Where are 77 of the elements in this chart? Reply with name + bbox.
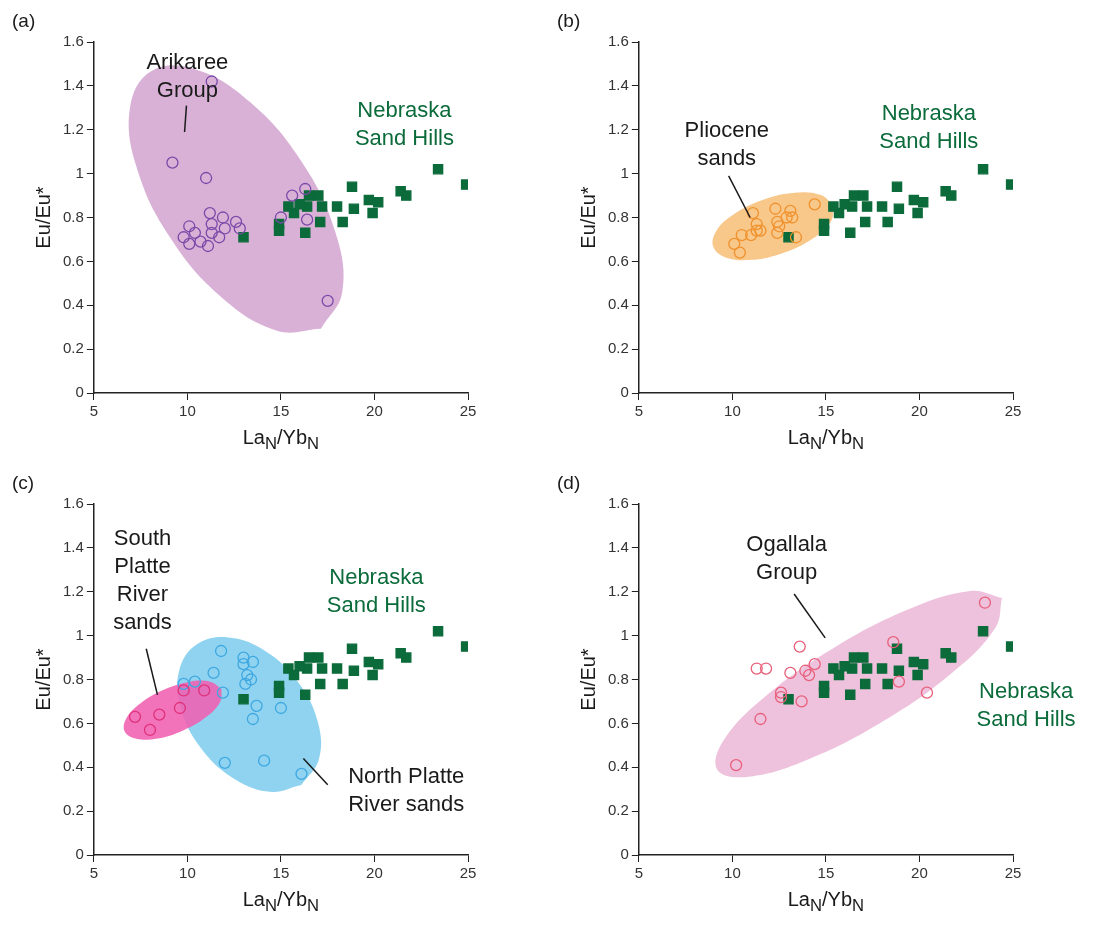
y-tick-label: 1.6 (607, 494, 629, 512)
x-tick-label: 5 (89, 864, 99, 882)
y-axis-title: Eu/Eu* (576, 186, 599, 249)
series-label: Nebraska Sand Hills (976, 677, 1076, 731)
y-tick-label: 0.4 (62, 295, 84, 313)
y-tick-label: 0.2 (607, 801, 629, 819)
chart-title: (d) (557, 472, 581, 494)
x-tick-label: 15 (817, 864, 835, 882)
y-tick-label: 1.2 (607, 581, 629, 599)
x-axis-title: La$_{N}$/Yb$_{N}$ (786, 426, 866, 454)
chart-title: (c) (12, 472, 35, 494)
x-tick-label: 25 (1004, 864, 1022, 882)
y-tick-label: 0.8 (62, 207, 84, 225)
y-tick-label: 0.2 (62, 339, 84, 357)
y-tick-label: 0 (75, 845, 84, 863)
x-tick-label: 10 (179, 864, 196, 882)
x-axis-title: La$_{N}$/Yb$_{N}$ (241, 888, 321, 916)
y-tick-label: 0.6 (62, 251, 84, 269)
x-tick-label: 25 (459, 402, 477, 420)
series-label: Nebraska Sand Hills (354, 97, 454, 151)
y-tick-label: 1.2 (62, 581, 84, 599)
x-tick-label: 25 (1004, 402, 1022, 420)
y-tick-label: 1.6 (607, 32, 629, 50)
y-axis-title: Eu/Eu* (31, 648, 54, 711)
y-tick-label: 0 (75, 383, 84, 401)
y-tick-label: 1.4 (62, 538, 84, 556)
x-tick-label: 25 (459, 864, 477, 882)
series-label: Nebraska Sand Hills (879, 99, 979, 153)
y-axis-title: Eu/Eu* (576, 648, 599, 711)
y-tick-label: 0.4 (607, 295, 629, 313)
x-tick-label: 20 (366, 864, 383, 882)
x-tick-label: 5 (634, 402, 644, 420)
y-tick-label: 0.2 (62, 801, 84, 819)
y-tick-label: 1.2 (607, 119, 629, 137)
y-tick-label: 1 (75, 163, 84, 181)
text: South Platte River sands (113, 524, 172, 634)
y-tick-label: 1.6 (62, 494, 84, 512)
x-tick-label: 20 (911, 402, 928, 420)
x-tick-label: 20 (911, 864, 928, 882)
y-tick-label: 1.6 (62, 32, 84, 50)
y-tick-label: 1.4 (607, 538, 629, 556)
y-tick-label: 1 (620, 625, 629, 643)
x-tick-label: 10 (179, 402, 196, 420)
y-tick-label: 1 (75, 625, 84, 643)
x-tick-label: 5 (89, 402, 99, 420)
y-tick-label: 1.4 (62, 76, 84, 94)
y-tick-label: 0.8 (62, 669, 84, 687)
y-tick-label: 0 (620, 383, 629, 401)
y-tick-label: 1.2 (62, 119, 84, 137)
x-tick-label: 5 (634, 864, 644, 882)
chart-title: (a) (12, 10, 36, 32)
y-tick-label: 0.6 (607, 713, 629, 731)
x-tick-label: 20 (366, 402, 383, 420)
y-tick-label: 1 (620, 163, 629, 181)
series-label: Arikaree Group (146, 49, 229, 103)
y-tick-label: 1.4 (607, 76, 629, 94)
x-axis-title: La$_{N}$/Yb$_{N}$ (786, 888, 866, 916)
y-tick-label: 0 (620, 845, 629, 863)
y-tick-label: 0.2 (607, 339, 629, 357)
x-tick-label: 15 (272, 402, 290, 420)
text: Ogallala Group (746, 530, 828, 584)
series-label: North Platte River sands (348, 763, 465, 817)
y-tick-label: 0.8 (607, 207, 629, 225)
y-axis-title: Eu/Eu* (31, 186, 54, 249)
y-tick-label: 0.4 (607, 757, 629, 775)
chart-title: (b) (557, 10, 581, 32)
series-label: Pliocene sands (684, 117, 769, 171)
x-tick-label: 10 (724, 402, 741, 420)
x-tick-label: 10 (724, 864, 741, 882)
y-tick-label: 0.8 (607, 669, 629, 687)
series-label: Nebraska Sand Hills (326, 563, 426, 617)
y-tick-label: 0.6 (62, 713, 84, 731)
x-tick-label: 15 (272, 864, 290, 882)
y-tick-label: 0.6 (607, 251, 629, 269)
y-tick-label: 0.4 (62, 757, 84, 775)
x-axis-title: La$_{N}$/Yb$_{N}$ (241, 426, 321, 454)
x-tick-label: 15 (817, 402, 835, 420)
